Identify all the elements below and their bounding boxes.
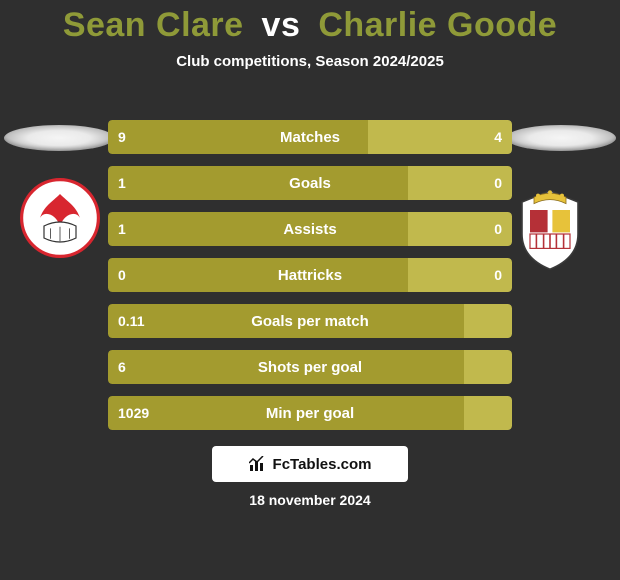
stat-value-left: 9 (108, 120, 136, 154)
stat-bar-left (108, 350, 464, 384)
comparison-card: Sean Clare vs Charlie Goode Club competi… (0, 0, 620, 580)
chart-icon (249, 456, 267, 472)
stat-row: 10Assists (108, 212, 512, 246)
stat-row: 0.11Goals per match (108, 304, 512, 338)
stat-value-left: 0.11 (108, 304, 154, 338)
stat-value-right: 0 (484, 258, 512, 292)
player1-crest (20, 178, 100, 258)
player1-shadow (4, 125, 114, 151)
stat-bar-left (108, 120, 368, 154)
player2-shadow (506, 125, 616, 151)
stat-value-right: 0 (484, 166, 512, 200)
stat-row: 1029Min per goal (108, 396, 512, 430)
stat-value-left: 1 (108, 166, 136, 200)
stat-value-right (492, 350, 512, 384)
stat-row: 00Hattricks (108, 258, 512, 292)
subtitle: Club competitions, Season 2024/2025 (0, 53, 620, 70)
brand-badge: FcTables.com (212, 446, 408, 482)
comparison-chart: 94Matches10Goals10Assists00Hattricks0.11… (108, 120, 512, 442)
player2-crest (510, 186, 590, 266)
stat-bar-left (108, 304, 464, 338)
stat-value-right: 0 (484, 212, 512, 246)
stat-value-right (492, 304, 512, 338)
crest-left-svg (20, 178, 100, 258)
stat-bar-left (108, 212, 408, 246)
stat-row: 6Shots per goal (108, 350, 512, 384)
stat-value-left: 1029 (108, 396, 159, 430)
stat-bar-left (108, 258, 408, 292)
player1-name: Sean Clare (63, 6, 244, 44)
brand-text: FcTables.com (273, 456, 372, 473)
crest-right-svg (510, 186, 590, 274)
stat-bar-left (108, 396, 464, 430)
title-vs: vs (262, 6, 301, 44)
stat-bar-left (108, 166, 408, 200)
stat-value-left: 0 (108, 258, 136, 292)
stat-row: 10Goals (108, 166, 512, 200)
stat-value-left: 6 (108, 350, 136, 384)
stat-row: 94Matches (108, 120, 512, 154)
title: Sean Clare vs Charlie Goode (0, 0, 620, 45)
stat-value-left: 1 (108, 212, 136, 246)
footer-date: 18 november 2024 (0, 492, 620, 508)
stat-value-right (492, 396, 512, 430)
stat-value-right: 4 (484, 120, 512, 154)
player2-name: Charlie Goode (318, 6, 557, 44)
